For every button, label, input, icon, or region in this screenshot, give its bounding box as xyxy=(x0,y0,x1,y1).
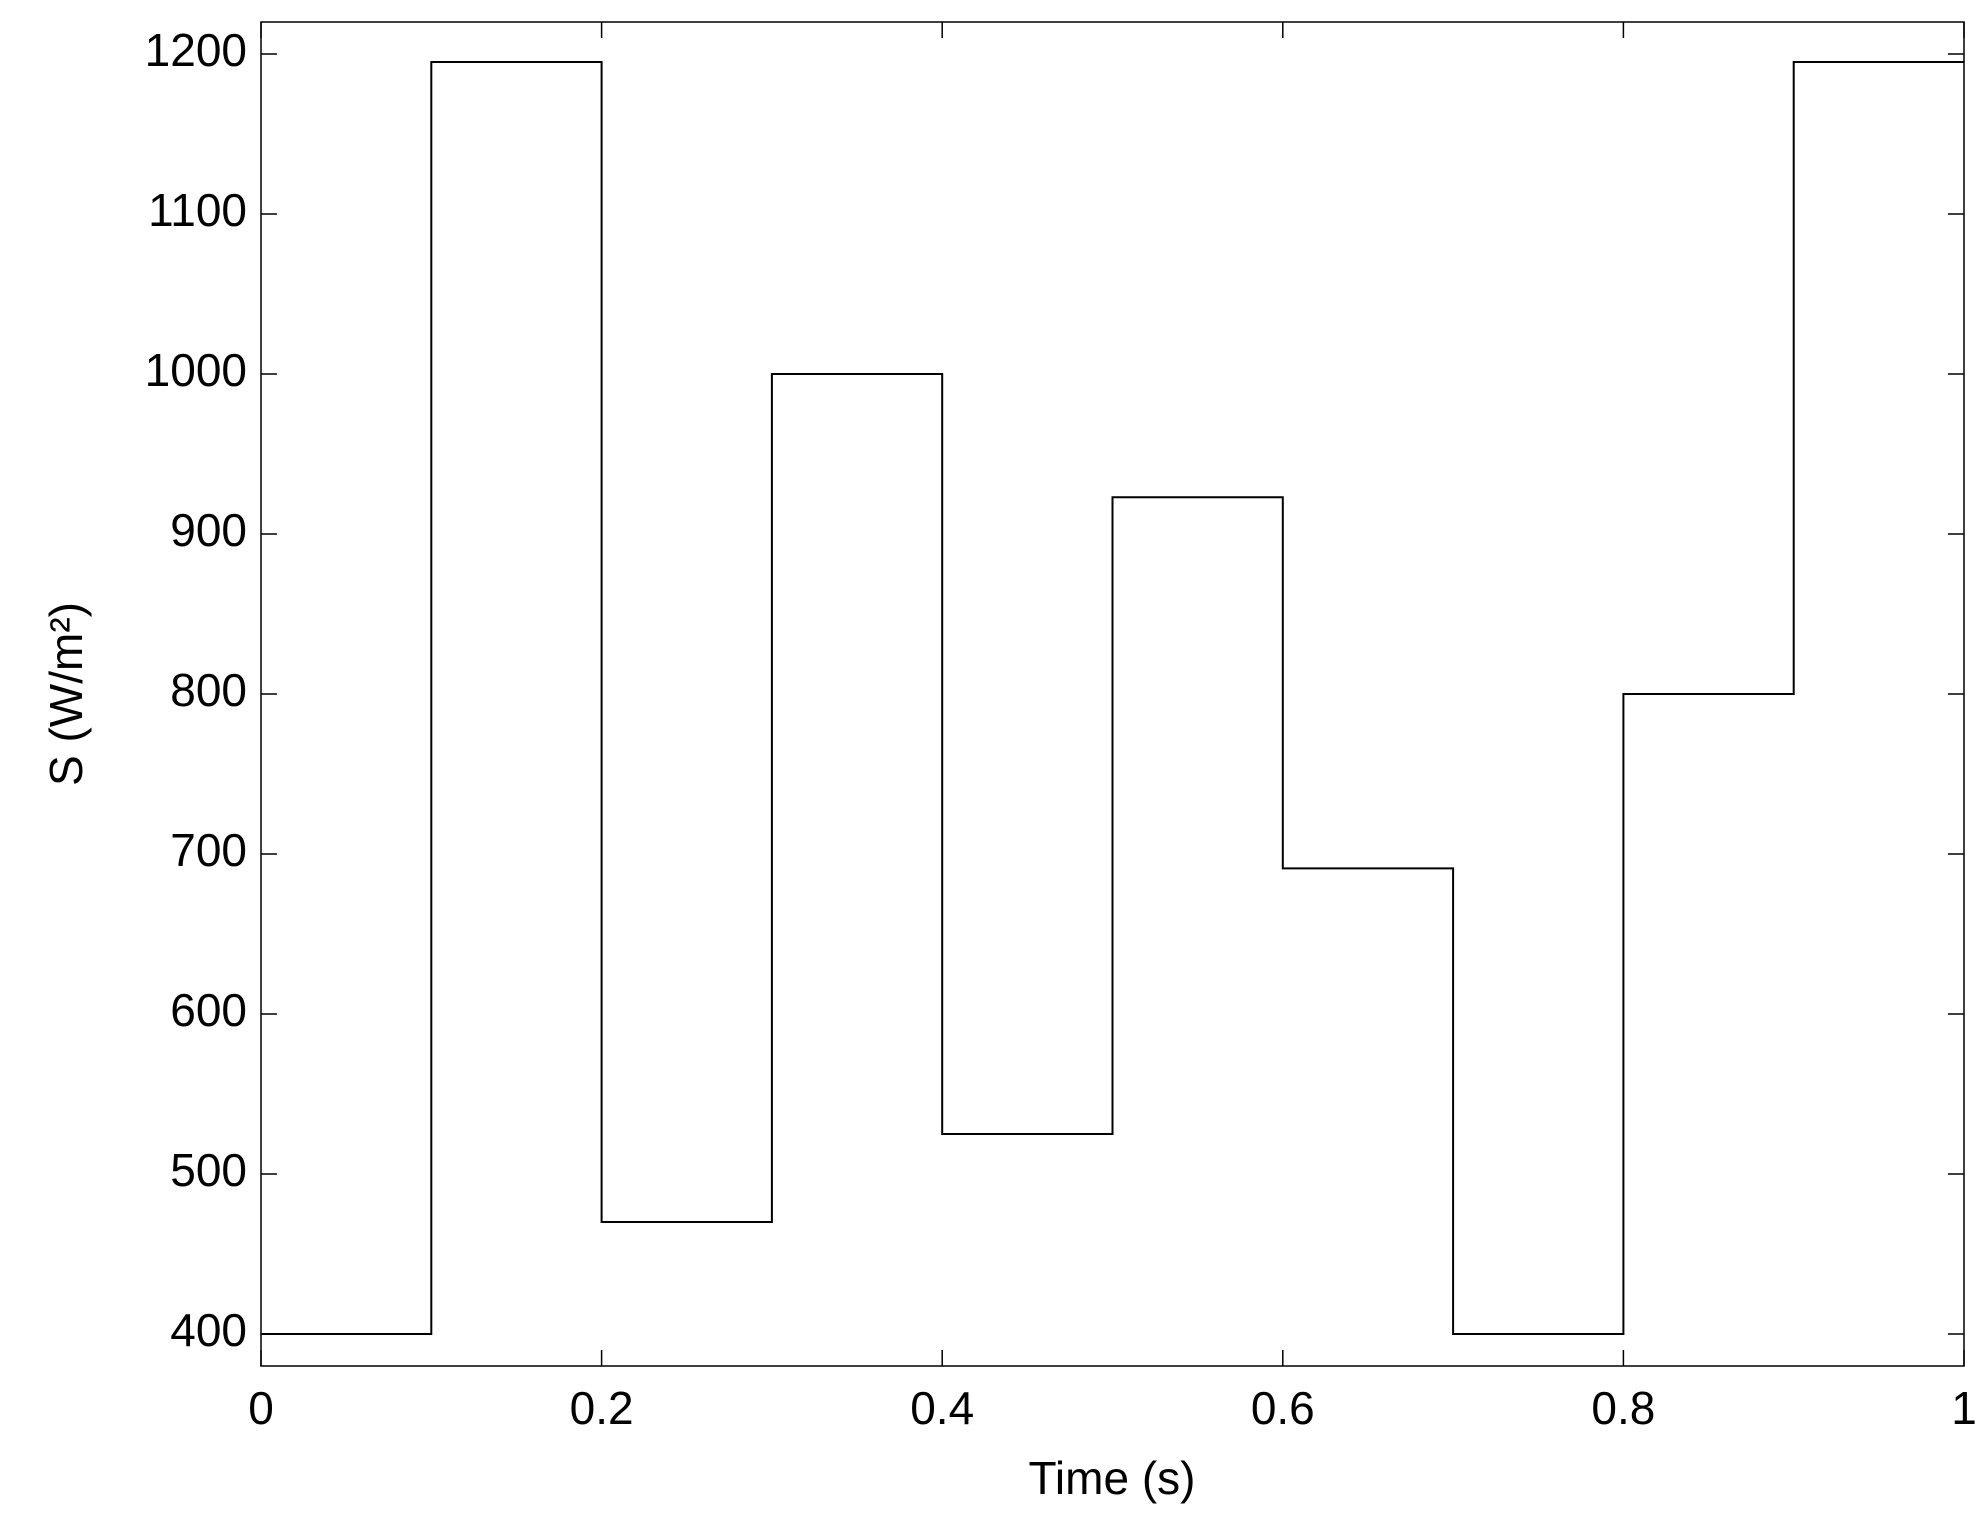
y-tick-label: 700 xyxy=(170,824,247,876)
x-tick-label: 0.8 xyxy=(1591,1382,1655,1434)
y-tick-label: 500 xyxy=(170,1144,247,1196)
x-tick-label: 1 xyxy=(1951,1382,1977,1434)
y-tick-label: 1200 xyxy=(145,24,247,76)
x-axis-label: Time (s) xyxy=(1029,1452,1196,1504)
y-tick-label: 1100 xyxy=(148,184,247,236)
x-tick-label: 0.4 xyxy=(910,1382,974,1434)
y-tick-label: 600 xyxy=(170,984,247,1036)
x-tick-label: 0 xyxy=(248,1382,274,1434)
y-tick-label: 1000 xyxy=(145,344,247,396)
y-tick-label: 900 xyxy=(170,504,247,556)
data-line xyxy=(261,61,1964,1335)
y-axis-label: S (W/m²) xyxy=(40,602,92,786)
y-tick-label: 400 xyxy=(170,1304,247,1356)
x-tick-label: 0.6 xyxy=(1251,1382,1315,1434)
y-tick-label: 800 xyxy=(170,664,247,716)
x-tick-label: 0.2 xyxy=(570,1382,634,1434)
